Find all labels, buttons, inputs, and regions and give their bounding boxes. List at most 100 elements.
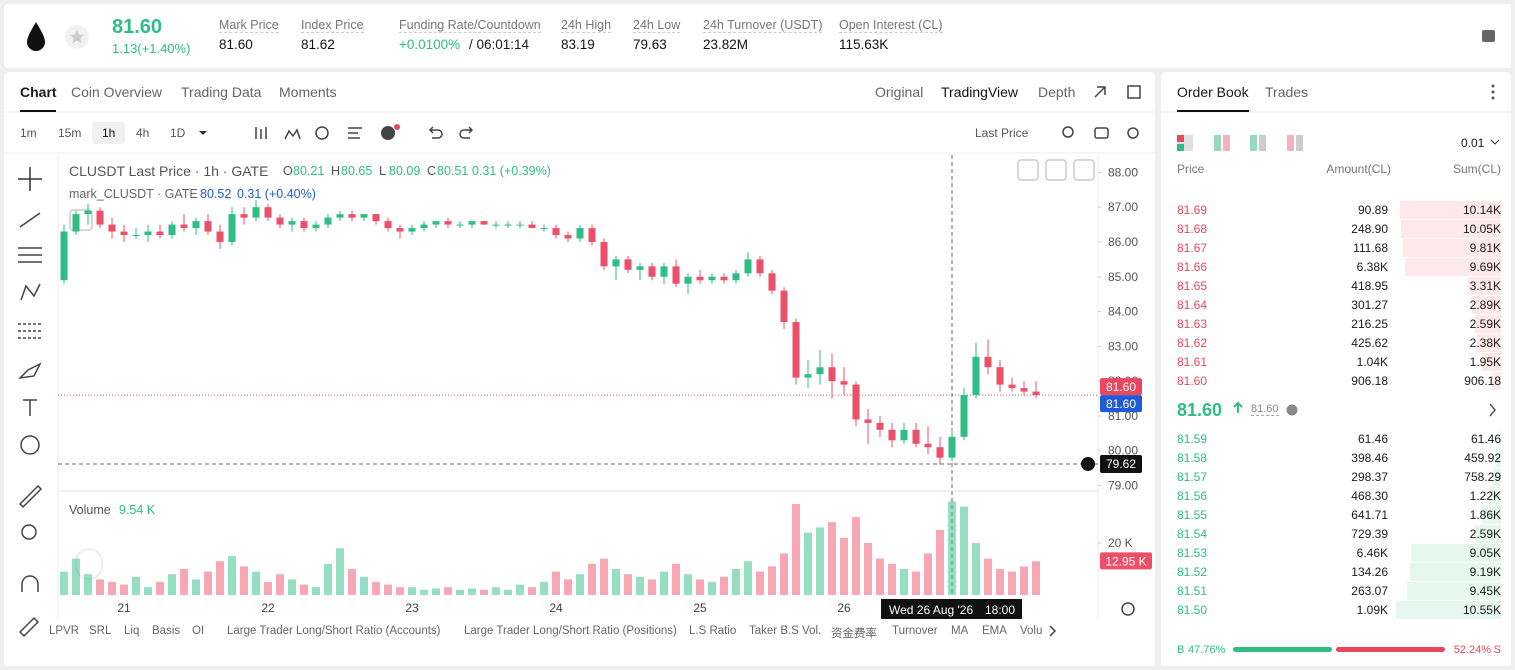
- indicator[interactable]: Liq: [124, 625, 140, 637]
- line-tool[interactable]: [19, 212, 41, 228]
- ob-price[interactable]: 81.66: [1177, 260, 1208, 274]
- settings[interactable]: [1127, 127, 1139, 139]
- interval[interactable]: 1m: [20, 126, 37, 140]
- indicator[interactable]: L.S Ratio: [689, 625, 737, 637]
- template-tool[interactable]: [348, 127, 362, 139]
- ob-tab[interactable]: Trades: [1265, 84, 1309, 100]
- indicator[interactable]: Volu: [1020, 625, 1043, 637]
- ob-price[interactable]: 81.54: [1177, 527, 1208, 541]
- info-icon[interactable]: [1286, 404, 1298, 416]
- indicator[interactable]: 资金费率: [831, 628, 877, 640]
- channel-tool[interactable]: [18, 247, 42, 263]
- ob-price[interactable]: 81.52: [1177, 565, 1208, 579]
- replay-tool[interactable]: [315, 126, 329, 140]
- view-bids[interactable]: [1214, 135, 1221, 151]
- ob-sum: 9.19K: [1469, 565, 1501, 579]
- ob-price[interactable]: 81.65: [1177, 279, 1208, 293]
- scroll-right[interactable]: [1049, 625, 1057, 637]
- tab[interactable]: Trading Data: [181, 84, 262, 100]
- text-tool[interactable]: [23, 399, 37, 416]
- lock-tool[interactable]: [18, 616, 40, 638]
- indicator[interactable]: OI: [192, 625, 205, 637]
- chart-button[interactable]: [1017, 159, 1039, 181]
- indicator-tool[interactable]: [284, 128, 301, 140]
- volume-bar: [948, 501, 956, 595]
- emoji-tool[interactable]: [20, 435, 40, 455]
- indicator[interactable]: LPVR: [49, 625, 80, 637]
- redo[interactable]: [459, 126, 474, 139]
- volume-bar: [960, 506, 968, 595]
- interval[interactable]: 1h: [102, 126, 116, 140]
- ob-price[interactable]: 81.53: [1177, 546, 1208, 560]
- view-tab[interactable]: TradingView: [941, 84, 1019, 100]
- brush-tool[interactable]: [17, 362, 42, 380]
- ob-amount: 418.95: [1351, 279, 1388, 293]
- menu-dot[interactable]: [1491, 84, 1495, 88]
- chart-button[interactable]: [1045, 159, 1067, 181]
- volume-bar: [384, 584, 392, 595]
- chart-settings[interactable]: [1121, 602, 1135, 616]
- indicator[interactable]: EMA: [982, 625, 1007, 637]
- view-bids[interactable]: [1250, 135, 1257, 151]
- price-marker-label: 81.60: [1106, 380, 1136, 394]
- caret[interactable]: [199, 131, 207, 135]
- view-asks[interactable]: [1287, 135, 1294, 151]
- view-tab[interactable]: Original: [875, 84, 924, 100]
- ob-sum: 61.46: [1470, 432, 1501, 446]
- precision[interactable]: 0.01: [1461, 136, 1485, 150]
- pattern-tool[interactable]: [20, 283, 41, 301]
- ob-price[interactable]: 81.61: [1177, 355, 1208, 369]
- chevron[interactable]: [1489, 403, 1496, 417]
- ob-tab[interactable]: Order Book: [1177, 84, 1249, 100]
- tab[interactable]: Chart: [20, 84, 57, 100]
- magnet-tool[interactable]: [21, 575, 39, 592]
- caret[interactable]: [1490, 139, 1500, 145]
- ob-price[interactable]: 81.50: [1177, 603, 1208, 617]
- indicator[interactable]: Taker B.S Vol.: [749, 625, 822, 637]
- ob-price[interactable]: 81.51: [1177, 584, 1208, 598]
- zoom-tool[interactable]: [21, 524, 37, 540]
- x-tick-label: 24: [549, 601, 563, 615]
- candle-body: [84, 210, 92, 215]
- candle-tool[interactable]: [255, 127, 267, 139]
- layout[interactable]: [1127, 85, 1141, 99]
- fullscreen[interactable]: [1094, 86, 1106, 98]
- search[interactable]: [1062, 126, 1074, 138]
- indicator[interactable]: MA: [951, 625, 969, 637]
- crosshair-tool[interactable]: [18, 167, 42, 191]
- ob-price[interactable]: 81.58: [1177, 451, 1208, 465]
- interval[interactable]: 4h: [136, 126, 150, 140]
- indicator[interactable]: SRL: [89, 625, 112, 637]
- chart-button[interactable]: [1073, 159, 1095, 181]
- ob-price[interactable]: 81.62: [1177, 336, 1208, 350]
- ob-price[interactable]: 81.60: [1177, 374, 1208, 388]
- measure-tool[interactable]: [18, 484, 43, 509]
- ob-price[interactable]: 81.69: [1177, 203, 1208, 217]
- interval[interactable]: 15m: [58, 126, 82, 140]
- ob-price[interactable]: 81.55: [1177, 508, 1208, 522]
- price-source[interactable]: Last Price: [975, 126, 1029, 140]
- indicator[interactable]: Turnover: [892, 625, 938, 637]
- ob-price[interactable]: 81.67: [1177, 241, 1208, 255]
- view-tab[interactable]: Depth: [1038, 84, 1076, 100]
- stat-value: 115.63K: [839, 37, 889, 52]
- snapshot[interactable]: [1094, 127, 1109, 139]
- ob-sum: 2.89K: [1469, 298, 1501, 312]
- ob-price[interactable]: 81.59: [1177, 432, 1208, 446]
- undo[interactable]: [428, 126, 443, 139]
- ob-price[interactable]: 81.63: [1177, 317, 1208, 331]
- indicator[interactable]: Large Trader Long/Short Ratio (Positions…: [464, 625, 677, 637]
- tab[interactable]: Coin Overview: [71, 84, 163, 100]
- interval[interactable]: 1D: [170, 126, 186, 140]
- notes-icon[interactable]: [1482, 30, 1495, 42]
- tab[interactable]: Moments: [279, 84, 337, 100]
- ob-price[interactable]: 81.56: [1177, 489, 1208, 503]
- collapse-legend[interactable]: [69, 209, 93, 231]
- ob-price[interactable]: 81.64: [1177, 298, 1208, 312]
- indicator[interactable]: Large Trader Long/Short Ratio (Accounts): [227, 625, 441, 637]
- ob-price[interactable]: 81.57: [1177, 470, 1208, 484]
- ob-price[interactable]: 81.68: [1177, 222, 1208, 236]
- indicator[interactable]: Basis: [152, 625, 181, 637]
- add-indicator[interactable]: [381, 126, 395, 140]
- fib-tool[interactable]: [18, 323, 42, 339]
